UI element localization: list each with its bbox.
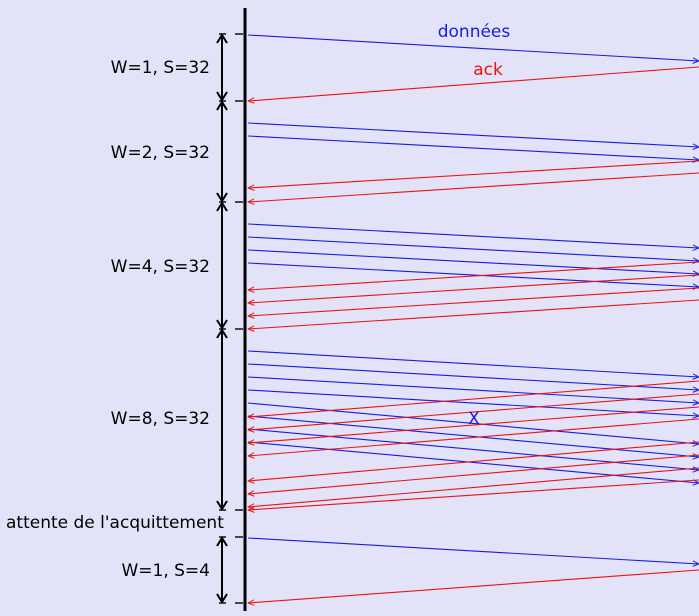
phase-label-5: W=1, S=4 [121, 561, 210, 581]
wait-label: attente de l'acquittement [6, 513, 224, 533]
ack-arrow [248, 467, 699, 507]
phase-span-arrow [216, 536, 228, 604]
data-arrow [247, 135, 699, 160]
ack-arrow [248, 274, 699, 303]
ack-arrow [248, 441, 699, 481]
data-arrow [247, 249, 699, 274]
phase-label-2: W=2, S=32 [111, 143, 210, 163]
data-arrows-label: données [438, 22, 511, 42]
ack-arrow [248, 66, 699, 101]
ack-arrow [248, 380, 699, 417]
phase-label-3: W=4, S=32 [111, 257, 210, 277]
phase-span-arrow [216, 100, 228, 203]
phase-span-arrow [216, 33, 228, 102]
ack-arrow [248, 454, 699, 494]
phase-label-4: W=8, S=32 [111, 409, 210, 429]
phase-span-arrows [216, 33, 228, 604]
ack-arrow [248, 287, 699, 316]
ack-arrow [248, 418, 699, 456]
ack-arrow [248, 160, 699, 188]
ack-arrow [248, 172, 699, 202]
data-arrow [247, 34, 699, 61]
data-arrow [247, 415, 699, 457]
ack-arrow [248, 299, 699, 329]
data-arrow [247, 363, 699, 390]
data-arrow [247, 537, 699, 564]
data-arrow [247, 441, 699, 483]
lost-data-arrow [247, 389, 699, 416]
ack-arrow [248, 569, 699, 603]
data-arrow [247, 262, 699, 287]
data-arrow [247, 402, 699, 444]
phase-label-1: W=1, S=32 [111, 58, 210, 78]
ack-arrow [248, 406, 699, 443]
data-arrow [247, 223, 699, 248]
data-arrow [247, 350, 699, 377]
ack-arrows-label: ack [473, 60, 503, 80]
data-arrow [247, 428, 699, 470]
phase-span-arrow [216, 201, 228, 330]
lost-packet-marker: X [468, 409, 480, 429]
ack-arrow [248, 393, 699, 430]
phase-span-arrow [216, 328, 228, 511]
data-arrow [247, 236, 699, 261]
ack-arrows-group [248, 66, 699, 603]
data-arrows-group [247, 34, 699, 564]
ack-arrow [248, 261, 699, 290]
ack-arrow [248, 479, 699, 510]
data-arrow [247, 376, 699, 403]
data-arrow [247, 122, 699, 147]
